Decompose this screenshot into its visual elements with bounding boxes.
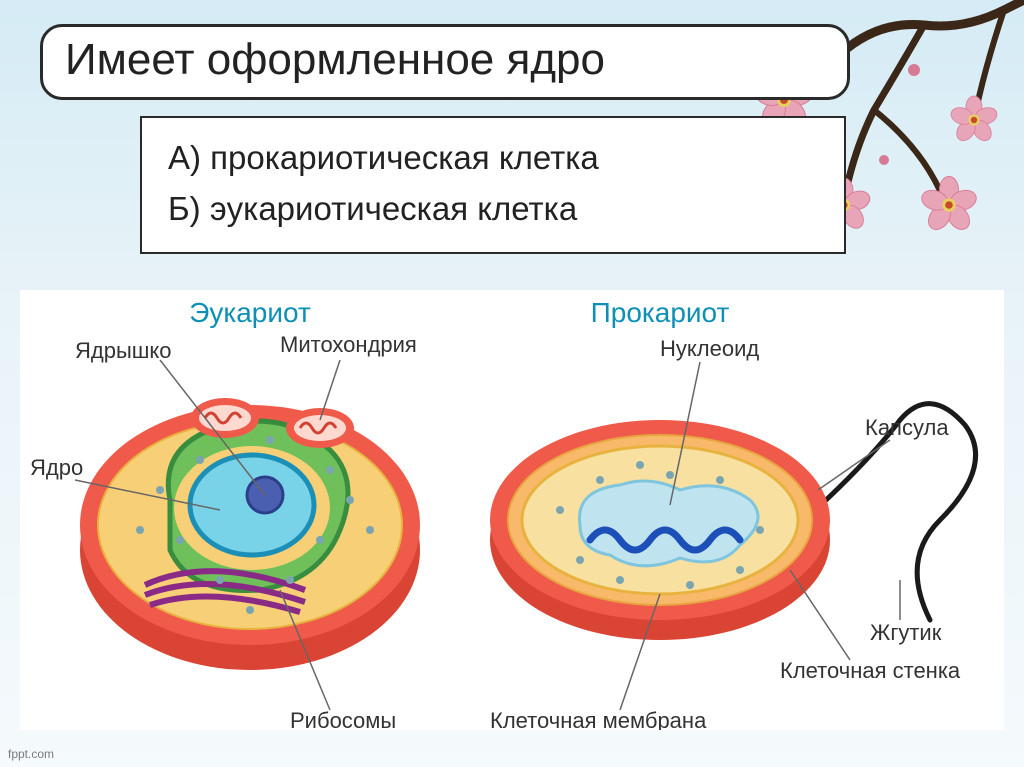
prokaryote-title: Прокариот [591, 297, 730, 328]
answer-options-box: А) прокариотическая клетка Б) эукариотич… [140, 116, 846, 254]
question-title-box: Имеет оформленное ядро [40, 24, 850, 100]
label-nucleoid: Нуклеоид [660, 336, 759, 361]
cell-diagram: Эукариот [20, 290, 1004, 730]
label-flagellum: Жгутик [870, 620, 942, 645]
mitochondrion-icon [191, 398, 259, 438]
question-title: Имеет оформленное ядро [65, 35, 605, 84]
eukaryote-title: Эукариот [189, 297, 311, 328]
label-mitochondrion: Митохондрия [280, 332, 417, 357]
footer-credit: fppt.com [8, 747, 54, 761]
label-ribosomes: Рибосомы [290, 708, 396, 730]
option-b: Б) эукариотическая клетка [168, 183, 818, 234]
option-a: А) прокариотическая клетка [168, 132, 818, 183]
label-capsule: Капсула [865, 415, 949, 440]
nucleoid-icon [580, 481, 759, 566]
label-cell-wall: Клеточная стенка [780, 658, 961, 683]
label-nucleolus: Ядрышко [75, 338, 172, 363]
label-nucleus: Ядро [30, 455, 83, 480]
label-cell-membrane: Клеточная мембрана [490, 708, 707, 730]
